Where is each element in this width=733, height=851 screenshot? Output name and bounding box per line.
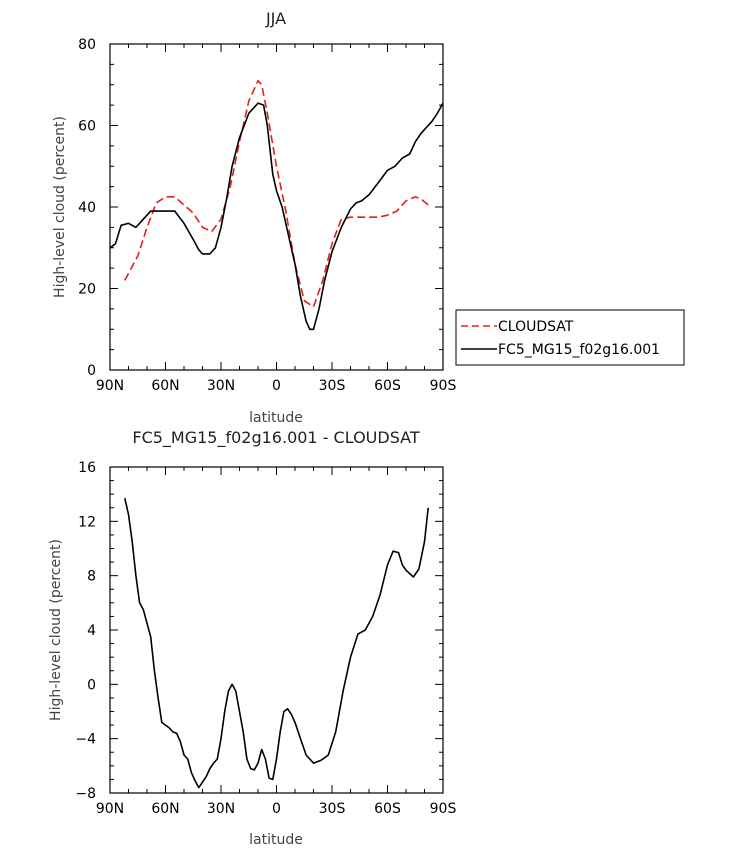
bottom-chart-title: FC5_MG15_f02g16.001 - CLOUDSAT: [132, 428, 419, 448]
top-y-tick-label: 20: [78, 282, 96, 298]
top-y-tick-label: 40: [78, 200, 96, 216]
bottom-x-tick-label: 90S: [430, 801, 457, 817]
top-plot-frame: [109, 43, 444, 371]
legend: CLOUDSAT FC5_MG15_f02g16.001: [455, 309, 685, 366]
bottom-plot-frame: [109, 466, 444, 794]
bottom-x-tick-label: 90N: [96, 801, 124, 817]
bottom-y-tick-label: 4: [87, 623, 96, 639]
bottom-series-lines: [124, 498, 429, 789]
legend-label-cloudsat: CLOUDSAT: [498, 319, 574, 335]
top-series-lines: [109, 79, 444, 331]
top-x-tick-label: 30S: [319, 378, 346, 394]
bottom-x-axis-label: latitude: [249, 832, 303, 848]
bottom-y-axis-label: High-level cloud (percent): [48, 539, 64, 721]
bottom-panel: FC5_MG15_f02g16.001 - CLOUDSAT 90N 60N 30N…: [48, 428, 456, 848]
bottom-y-tick-label: −8: [75, 786, 96, 802]
top-x-tick-label: 0: [272, 378, 281, 394]
top-x-tick-label: 90N: [96, 378, 124, 394]
top-y-ticks: 0 20 40 60 80: [78, 37, 443, 379]
top-y-tick-label: 0: [87, 363, 96, 379]
top-x-tick-label: 30N: [207, 378, 235, 394]
bottom-x-tick-label: 30N: [207, 801, 235, 817]
top-y-tick-label: 60: [78, 119, 96, 135]
bottom-y-tick-label: 12: [78, 514, 96, 530]
top-x-tick-label: 60S: [374, 378, 401, 394]
bottom-y-ticks: −8 −4 0 4 8 12 16: [75, 460, 443, 802]
top-chart-title: JJA: [265, 9, 286, 28]
bottom-x-ticks: 90N 60N 30N 0 30S 60S 90S: [96, 467, 457, 817]
bottom-y-tick-label: 8: [87, 569, 96, 585]
bottom-x-tick-label: 30S: [319, 801, 346, 817]
bottom-x-tick-label: 60N: [151, 801, 179, 817]
legend-box: [455, 309, 685, 366]
bottom-y-tick-label: 16: [78, 460, 96, 476]
bottom-x-tick-label: 0: [272, 801, 281, 817]
top-x-axis-label: latitude: [249, 410, 303, 426]
bottom-y-tick-label: 0: [87, 677, 96, 693]
top-y-axis-label: High-level cloud (percent): [52, 116, 68, 298]
bottom-x-tick-label: 60S: [374, 801, 401, 817]
top-panel: JJA 90N 60N 30N 0 30S 60S 90S 0 20 40 60 80 latitu…: [52, 9, 685, 426]
top-x-tick-label: 90S: [430, 378, 457, 394]
legend-label-model: FC5_MG15_f02g16.001: [498, 342, 660, 358]
bottom-series-line-difference: [124, 498, 429, 789]
top-series-line-fc5-mg15-f02g16-001: [109, 102, 444, 331]
top-y-tick-label: 80: [78, 37, 96, 53]
bottom-y-tick-label: −4: [75, 732, 96, 748]
top-x-tick-label: 60N: [151, 378, 179, 394]
top-series-line-cloudsat: [124, 79, 429, 308]
top-x-ticks: 90N 60N 30N 0 30S 60S 90S: [96, 44, 457, 394]
